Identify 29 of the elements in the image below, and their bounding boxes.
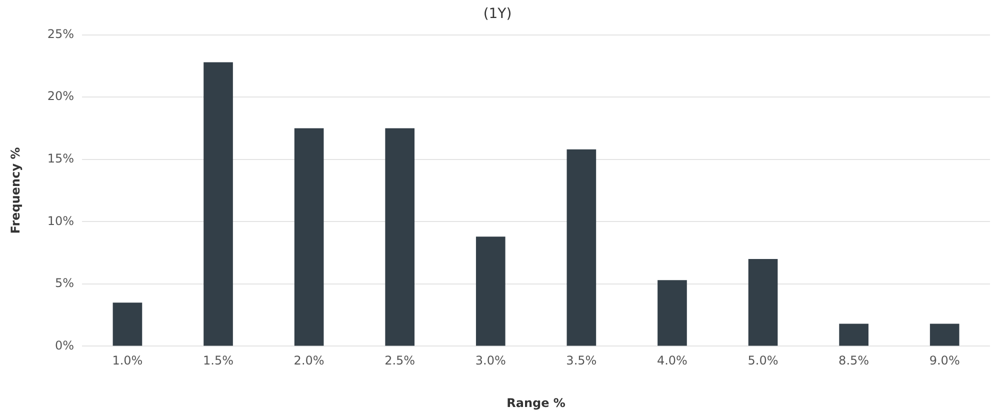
y-axis-title: Frequency % xyxy=(8,147,22,234)
x-tick-label: 1.0% xyxy=(112,354,143,368)
x-axis-title: Range % xyxy=(506,396,566,410)
bar xyxy=(204,62,233,346)
bar xyxy=(566,149,596,346)
bar xyxy=(658,280,687,346)
chart-title: (1Y) xyxy=(483,6,512,22)
bar xyxy=(385,128,415,346)
x-tick-label: 1.5% xyxy=(203,354,234,368)
x-tick-label: 4.0% xyxy=(656,354,688,368)
y-tick-label: 25% xyxy=(47,26,74,41)
y-tick-label: 20% xyxy=(47,89,74,104)
y-tick-label: 10% xyxy=(47,214,74,228)
x-tick-label: 8.5% xyxy=(838,354,870,368)
x-tick-label: 2.0% xyxy=(294,354,324,368)
y-tick-label: 5% xyxy=(55,276,74,290)
bar xyxy=(476,236,506,346)
bar xyxy=(839,324,868,346)
bar xyxy=(930,324,960,346)
bar xyxy=(112,302,142,346)
x-tick-label: 3.5% xyxy=(566,354,597,368)
x-tick-label: 9.0% xyxy=(929,354,960,368)
bar xyxy=(748,259,778,346)
x-tick-label: 3.0% xyxy=(475,354,506,368)
x-tick-label: 2.5% xyxy=(384,354,416,368)
bar xyxy=(294,128,324,346)
y-tick-label: 15% xyxy=(47,151,74,166)
x-tick-label: 5.0% xyxy=(748,354,778,368)
y-tick-label: 0% xyxy=(55,338,74,352)
